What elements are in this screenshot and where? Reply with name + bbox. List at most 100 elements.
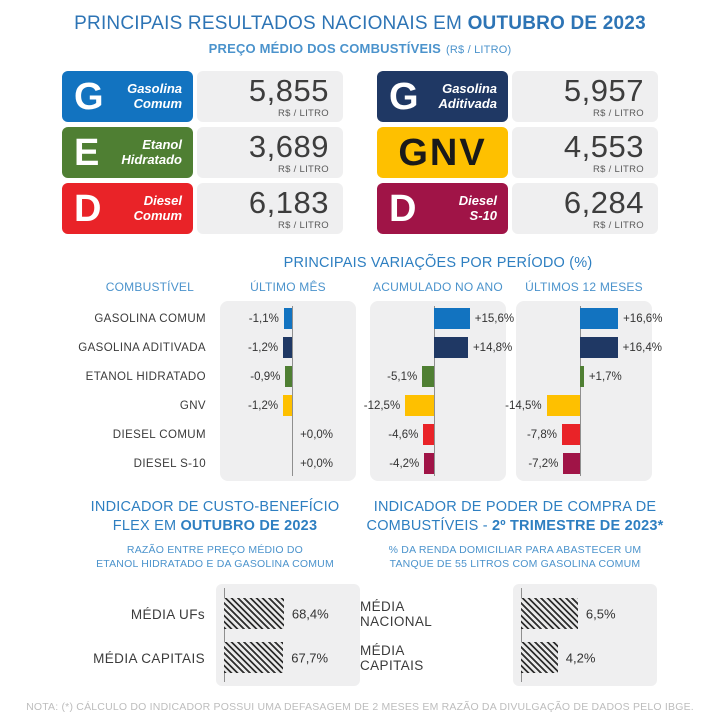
price-value: 3,689 (248, 128, 329, 164)
indicator-right-title: INDICADOR DE PODER DE COMPRA DE COMBUSTÍ… (360, 498, 720, 536)
variation-bar-row: -1,2% (220, 391, 356, 420)
variation-bar-label: -12,5% (363, 399, 401, 412)
price-card: D Diesel Comum 6,183 R$ / LITRO (62, 183, 343, 234)
price-unit: R$ / LITRO (277, 219, 329, 231)
variation-bar-label: +1,7% (588, 370, 622, 383)
fuel-badge-letter: GNV (398, 131, 487, 174)
variation-bar-row: -7,8% (516, 420, 652, 449)
hatched-bar-value: 4,2% (565, 650, 596, 666)
variation-bar-row: -1,1% (220, 304, 356, 333)
variation-bar-label: -5,1% (387, 370, 418, 383)
mini-chart-left: MÉDIA UFs MÉDIA CAPITAIS 68,4% 67,7% (0, 584, 360, 687)
variation-bar-row: -5,1% (370, 362, 506, 391)
indicator-right-title-line2: COMBUSTÍVEIS - (366, 517, 492, 534)
variation-bar (561, 424, 580, 445)
fuel-badge: E Etanol Hidratado (62, 127, 193, 178)
hatched-bar (224, 598, 284, 630)
variation-bar (405, 395, 434, 416)
mini-chart-right: MÉDIA NACIONAL MÉDIA CAPITAIS 6,5% 4,2% (360, 584, 720, 687)
price-value-box: 5,957 R$ / LITRO (512, 71, 658, 122)
indicator-left-title-line1: INDICADOR DE CUSTO-BENEFÍCIO (90, 499, 340, 515)
variation-bar-label: -1,2% (248, 341, 279, 354)
fuel-badge: G Gasolina Comum (62, 71, 193, 122)
mini-chart-left-labels: MÉDIA UFs MÉDIA CAPITAIS (0, 584, 216, 686)
variation-bar-row: -4,6% (370, 420, 506, 449)
variation-bar-row: +0,0% (220, 449, 356, 478)
indicator-right-title-line1: INDICADOR DE PODER DE COMPRA DE (373, 499, 657, 515)
price-value: 5,957 (563, 72, 644, 108)
indicator-left-title: INDICADOR DE CUSTO-BENEFÍCIO FLEX EM OUT… (0, 498, 360, 536)
column-header-fuel: COMBUSTÍVEL (105, 280, 194, 294)
indicator-left-sub-line1: RAZÃO ENTRE PREÇO MÉDIO DO (126, 543, 304, 556)
variation-bar-row: +15,6% (370, 304, 514, 333)
indicator-right-sub-line2: TANQUE DE 55 LITROS COM GASOLINA COMUM (389, 557, 641, 570)
variation-bar-row: -4,2% (370, 449, 506, 478)
footer-note: NOTA: (*) CÁLCULO DO INDICADOR POSSUI UM… (26, 701, 694, 714)
mini-chart-label: MÉDIA NACIONAL (360, 599, 433, 630)
variation-bar-label: -4,2% (389, 457, 420, 470)
price-value: 4,553 (563, 128, 644, 164)
mini-chart-right-labels: MÉDIA NACIONAL MÉDIA CAPITAIS (360, 584, 513, 686)
indicator-left-sub-line2: ETANOL HIDRATADO E DA GASOLINA COMUM (96, 557, 334, 570)
variation-bar-row: -7,2% (516, 449, 652, 478)
fuel-badge: D Diesel S-10 (377, 183, 508, 234)
page-subtitle: PREÇO MÉDIO DOS COMBUSTÍVEIS (R$ / LITRO) (0, 41, 720, 56)
variation-bar (283, 337, 293, 358)
variation-bar-label: +14,8% (472, 341, 513, 354)
fuel-badge-letter: D (74, 187, 102, 230)
fuel-labels-column: GASOLINA COMUM GASOLINA ADITIVADA ETANOL H… (0, 301, 220, 481)
fuel-badge: D Diesel Comum (62, 183, 193, 234)
indicator-left-title-line2: FLEX EM (112, 517, 181, 534)
indicator-right-sub-line1: % DA RENDA DOMICILIAR PARA ABASTECER UM (388, 543, 642, 556)
fuel-badge-name: Etanol Hidratado (121, 136, 182, 167)
variation-bar-row: +16,4% (516, 333, 662, 362)
page-title-regular: PRINCIPAIS RESULTADOS NACIONAIS EM (74, 13, 468, 34)
variation-bar-label: +0,0% (300, 457, 334, 470)
price-card: G Gasolina Comum 5,855 R$ / LITRO (62, 71, 343, 122)
variation-bar-row: -0,9% (220, 362, 356, 391)
variation-bar-label: -14,5% (505, 399, 542, 412)
variation-bar-label: -7,2% (528, 457, 559, 470)
page-subtitle-unit: (R$ / LITRO) (446, 44, 512, 56)
variation-panel-1: +15,6% +14,8% -5,1% -12,5% -4,6% -4,2% (364, 301, 514, 481)
variation-bar-row: +14,8% (370, 333, 512, 362)
fuel-badge: GNV (377, 127, 508, 178)
variation-bar (563, 453, 580, 474)
fuel-badge-name: Gasolina Comum (127, 80, 182, 111)
variation-bar-label: +15,6% (474, 312, 515, 325)
fuel-badge-letter: G (389, 75, 419, 118)
variation-bar (546, 395, 580, 416)
variations-chart: GASOLINA COMUM GASOLINA ADITIVADA ETANOL H… (0, 301, 720, 481)
page-title-month: OUTUBRO DE 2023 (467, 13, 646, 34)
fuel-badge-letter: E (74, 131, 100, 174)
fuel-badge-letter: D (389, 187, 417, 230)
fuel-label: DIESEL COMUM (112, 428, 206, 441)
price-value-box: 3,689 R$ / LITRO (197, 127, 343, 178)
fuel-badge-name: Gasolina Aditivada (438, 80, 497, 111)
variation-bar-row: -14,5% (505, 391, 652, 420)
variation-bar-label: +16,4% (622, 341, 662, 354)
column-header-last-month: ÚLTIMO MÊS (250, 280, 326, 294)
page-subtitle-text: PREÇO MÉDIO DOS COMBUSTÍVEIS (208, 41, 442, 56)
mini-chart-label: MÉDIA CAPITAIS (93, 650, 205, 666)
variation-bar-row: +0,0% (220, 420, 356, 449)
fuel-badge-name: Diesel S-10 (458, 192, 497, 223)
variation-bar (422, 366, 434, 387)
variation-panel-0: -1,1% -1,2% -0,9% -1,2% +0,0% +0,0% (220, 301, 356, 481)
variations-column-headers: COMBUSTÍVEL ÚLTIMO MÊS ACUMULADO NO ANO … (0, 280, 720, 294)
indicator-flex-cost-benefit: INDICADOR DE CUSTO-BENEFÍCIO FLEX EM OUT… (0, 498, 360, 687)
indicator-left-subtitle: RAZÃO ENTRE PREÇO MÉDIO DO ETANOL HIDRAT… (0, 543, 360, 571)
price-unit: R$ / LITRO (592, 163, 644, 175)
column-header-year-accum: ACUMULADO NO ANO (373, 280, 503, 294)
variation-bar-label: -1,2% (248, 399, 279, 412)
hatched-bar (521, 642, 558, 674)
fuel-badge-letter: G (74, 75, 104, 118)
hatched-bar (521, 598, 578, 630)
variation-bar-row: +1,7% (516, 362, 652, 391)
price-card: GNV 4,553 R$ / LITRO (377, 127, 658, 178)
variation-bar (285, 366, 293, 387)
fuel-badge-name: Diesel Comum (133, 192, 182, 223)
indicator-right-subtitle: % DA RENDA DOMICILIAR PARA ABASTECER UM … (360, 543, 720, 571)
variation-bar-label: -1,1% (248, 312, 279, 325)
page-title: PRINCIPAIS RESULTADOS NACIONAIS EM OUTUB… (0, 0, 720, 35)
